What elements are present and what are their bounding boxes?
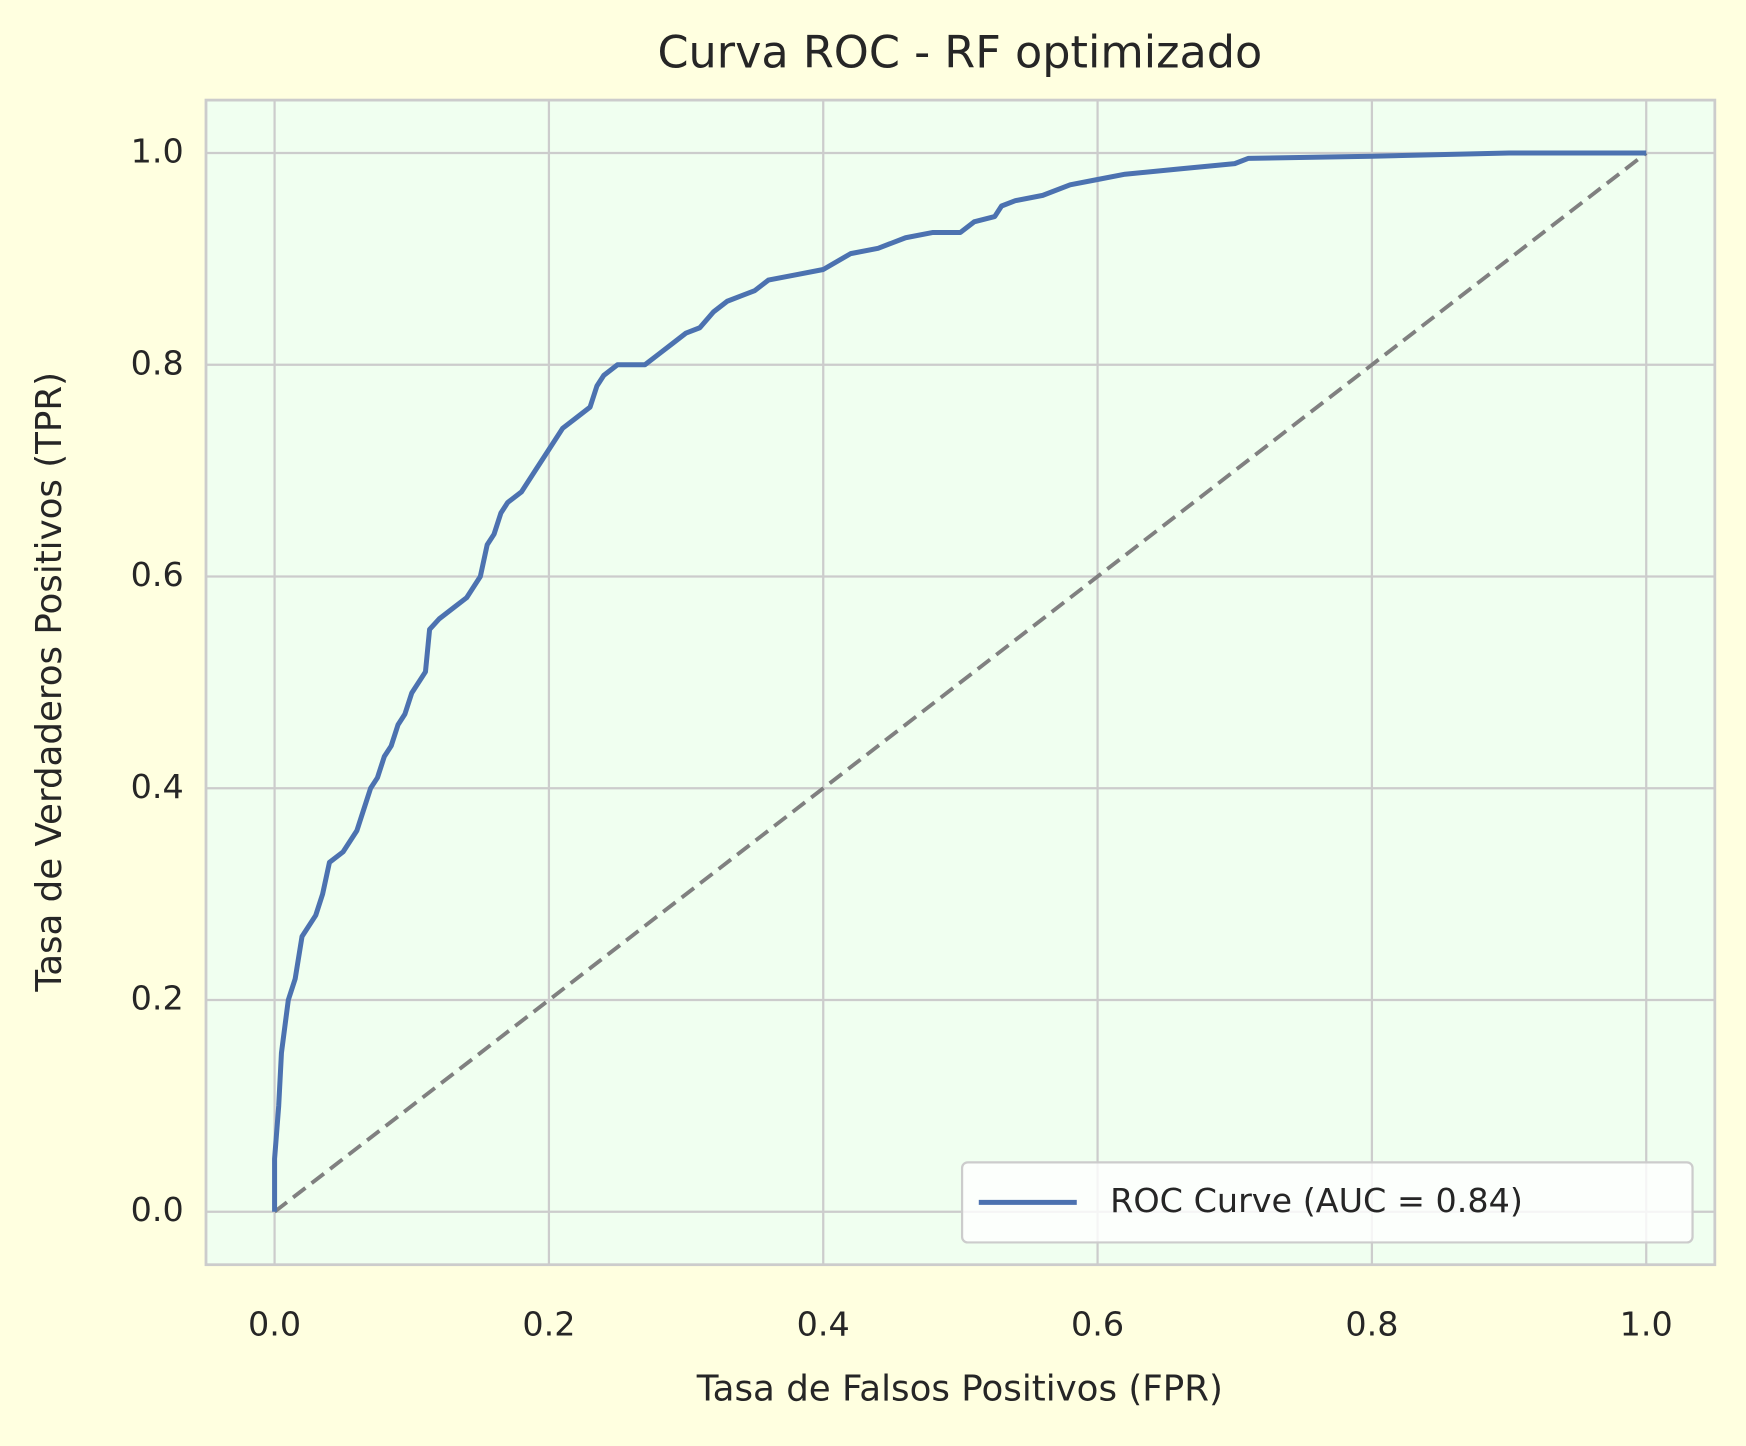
y-axis-label: Tasa de Verdaderos Positivos (TPR): [29, 372, 70, 993]
line-series: [272, 150, 1647, 1212]
x-tick-label: 0.8: [1345, 1304, 1398, 1343]
y-tick-label: 0.2: [131, 979, 184, 1018]
x-tick-label: 0.6: [1071, 1304, 1124, 1343]
plot-border: [204, 98, 1717, 1267]
line-series: [273, 151, 1648, 1214]
y-tick-label: 0.4: [131, 767, 184, 806]
y-tick-label: 0.8: [131, 343, 184, 382]
x-tick-label: 0.0: [248, 1304, 301, 1343]
y-tick-label: 0.6: [131, 555, 184, 594]
chart-title: Curva ROC - RF optimizado: [657, 28, 1262, 79]
y-tick-label: 1.0: [131, 132, 184, 171]
x-axis-label: Tasa de Falsos Positivos (FPR): [696, 1368, 1223, 1409]
y-tick-label: 0.0: [131, 1190, 184, 1229]
x-tick-label: 1.0: [1620, 1304, 1673, 1343]
legend-box: [960, 1161, 1694, 1244]
x-tick-label: 0.4: [797, 1304, 850, 1343]
legend-label: ROC Curve (AUC = 0.84): [1110, 1181, 1523, 1220]
x-tick-label: 0.2: [522, 1304, 575, 1343]
